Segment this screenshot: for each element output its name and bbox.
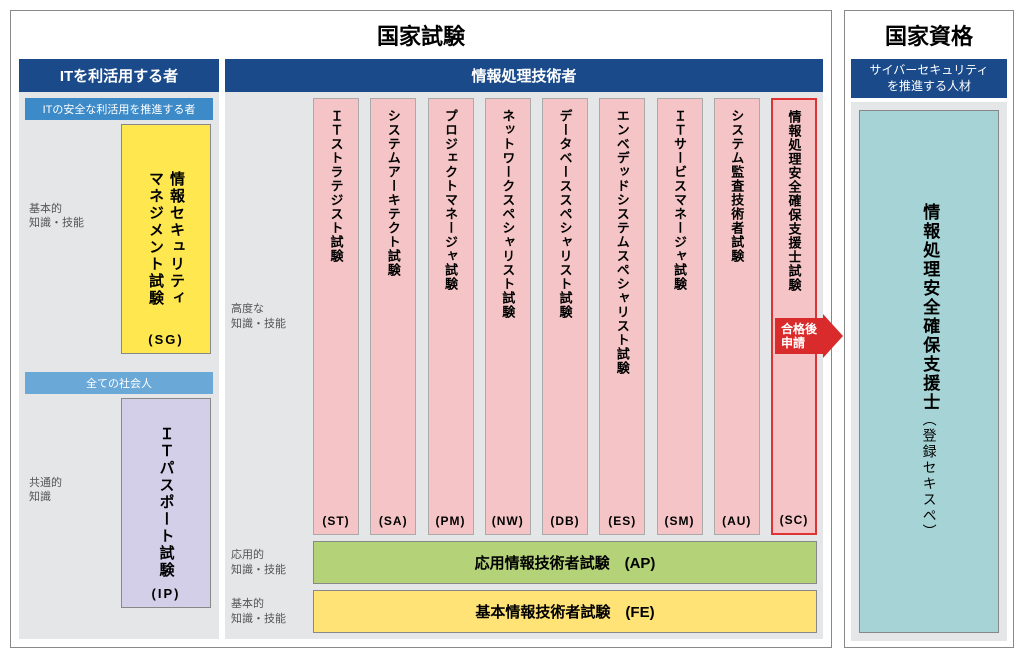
advanced-exam-db: データベーススペシャリスト試験 (DB) bbox=[542, 98, 588, 535]
ip-name: ＩＴパスポート試験 bbox=[156, 426, 177, 579]
diagram-root: 国家試験 ITを利活用する者 ITの安全な利活用を推進する者 基本的知識・技能 … bbox=[10, 10, 1014, 648]
advanced-label: 高度な知識・技能 bbox=[231, 98, 309, 535]
tech-column-header: 情報処理技術者 bbox=[225, 59, 823, 92]
riss-name: 情報処理安全確保支援士 bbox=[914, 203, 945, 412]
ap-row: 応用的知識・技能 応用情報技術者試験 (AP) bbox=[231, 541, 817, 584]
user-column-header: ITを利活用する者 bbox=[19, 59, 219, 92]
tech-body: 高度な知識・技能 ＩＴストラテジスト試験 (ST) システムアーキテクト試験 (SA)… bbox=[225, 92, 823, 639]
ip-subheader: 全ての社会人 bbox=[25, 372, 213, 394]
ip-side-label: 共通的知識 bbox=[29, 476, 62, 505]
qualification-subheader: サイバーセキュリティを推進する人材 bbox=[851, 59, 1007, 98]
advanced-exam-code: (NW) bbox=[492, 514, 524, 528]
advanced-exam-code: (SA) bbox=[379, 514, 408, 528]
advanced-exam-es: エンベデッドシステムスペシャリスト試験 (ES) bbox=[599, 98, 645, 535]
advanced-exam-nw: ネットワークスペシャリスト試験 (NW) bbox=[485, 98, 531, 535]
advanced-exam-sm: ＩＴサービスマネージャ試験 (SM) bbox=[657, 98, 703, 535]
user-upper-section: ITの安全な利活用を推進する者 基本的知識・技能 情報セキュリティマネジメント試… bbox=[19, 92, 219, 366]
fe-label: 基本的知識・技能 bbox=[231, 590, 309, 633]
riss-box: 情報処理安全確保支援士 （登録セキスペ） bbox=[859, 110, 999, 633]
qualification-title: 国家資格 bbox=[845, 11, 1013, 59]
advanced-boxes: ＩＴストラテジスト試験 (ST) システムアーキテクト試験 (SA) プロジェクトマネー… bbox=[313, 98, 817, 535]
advanced-exam-name: システム監査技術者試験 bbox=[727, 109, 746, 263]
advanced-exam-st: ＩＴストラテジスト試験 (ST) bbox=[313, 98, 359, 535]
arrow-head-icon bbox=[823, 314, 843, 358]
advanced-row: 高度な知識・技能 ＩＴストラテジスト試験 (ST) システムアーキテクト試験 (SA)… bbox=[231, 98, 817, 535]
advanced-exam-code: (AU) bbox=[722, 514, 751, 528]
tech-column: 情報処理技術者 高度な知識・技能 ＩＴストラテジスト試験 (ST) システムアーキテ… bbox=[225, 59, 823, 639]
arrow-label: 合格後申請 bbox=[775, 318, 823, 355]
advanced-exam-name: ネットワークスペシャリスト試験 bbox=[498, 109, 517, 319]
sg-name: 情報セキュリティマネジメント試験 bbox=[145, 171, 187, 307]
advanced-exam-name: システムアーキテクト試験 bbox=[384, 109, 403, 277]
national-qualification-panel: 国家資格 サイバーセキュリティを推進する人材 情報処理安全確保支援士 （登録セキ… bbox=[844, 10, 1014, 648]
sg-subheader: ITの安全な利活用を推進する者 bbox=[25, 98, 213, 120]
advanced-exam-name: ＩＴストラテジスト試験 bbox=[327, 109, 346, 263]
advanced-exam-code: (DB) bbox=[550, 514, 579, 528]
advanced-exam-code: (ST) bbox=[322, 514, 349, 528]
advanced-exam-code: (PM) bbox=[436, 514, 466, 528]
advanced-exam-name: プロジェクトマネージャ試験 bbox=[441, 109, 460, 291]
columns: ITを利活用する者 ITの安全な利活用を推進する者 基本的知識・技能 情報セキュ… bbox=[11, 59, 831, 647]
ap-bar: 応用情報技術者試験 (AP) bbox=[313, 541, 817, 584]
user-lower-section: 全ての社会人 共通的知識 ＩＴパスポート試験 (IP) bbox=[19, 366, 219, 640]
sg-side-label: 基本的知識・技能 bbox=[29, 202, 84, 231]
sg-exam-box: 情報セキュリティマネジメント試験 (SG) bbox=[121, 124, 211, 354]
national-exam-title: 国家試験 bbox=[11, 11, 831, 59]
advanced-exam-code: (ES) bbox=[608, 514, 636, 528]
fe-bar: 基本情報技術者試験 (FE) bbox=[313, 590, 817, 633]
riss-sub: （登録セキスペ） bbox=[916, 412, 941, 540]
user-column: ITを利活用する者 ITの安全な利活用を推進する者 基本的知識・技能 情報セキュ… bbox=[19, 59, 219, 639]
advanced-exam-code: (SM) bbox=[665, 514, 695, 528]
advanced-exam-name: 情報処理安全確保支援士試験 bbox=[785, 110, 804, 292]
advanced-exam-name: エンベデッドシステムスペシャリスト試験 bbox=[613, 109, 632, 375]
ip-exam-box: ＩＴパスポート試験 (IP) bbox=[121, 398, 211, 608]
national-exam-panel: 国家試験 ITを利活用する者 ITの安全な利活用を推進する者 基本的知識・技能 … bbox=[10, 10, 832, 648]
arrow: 合格後申請 bbox=[775, 314, 843, 358]
fe-row: 基本的知識・技能 基本情報技術者試験 (FE) bbox=[231, 590, 817, 633]
advanced-exam-code: (SC) bbox=[780, 513, 809, 527]
ip-code: (IP) bbox=[152, 586, 181, 601]
advanced-exam-au: システム監査技術者試験 (AU) bbox=[714, 98, 760, 535]
advanced-exam-sa: システムアーキテクト試験 (SA) bbox=[370, 98, 416, 535]
ap-label: 応用的知識・技能 bbox=[231, 541, 309, 584]
advanced-exam-name: データベーススペシャリスト試験 bbox=[556, 109, 575, 319]
advanced-exam-name: ＩＴサービスマネージャ試験 bbox=[670, 109, 689, 291]
sg-code: (SG) bbox=[148, 332, 183, 347]
advanced-exam-pm: プロジェクトマネージャ試験 (PM) bbox=[428, 98, 474, 535]
qualification-body: 情報処理安全確保支援士 （登録セキスペ） bbox=[851, 102, 1007, 641]
